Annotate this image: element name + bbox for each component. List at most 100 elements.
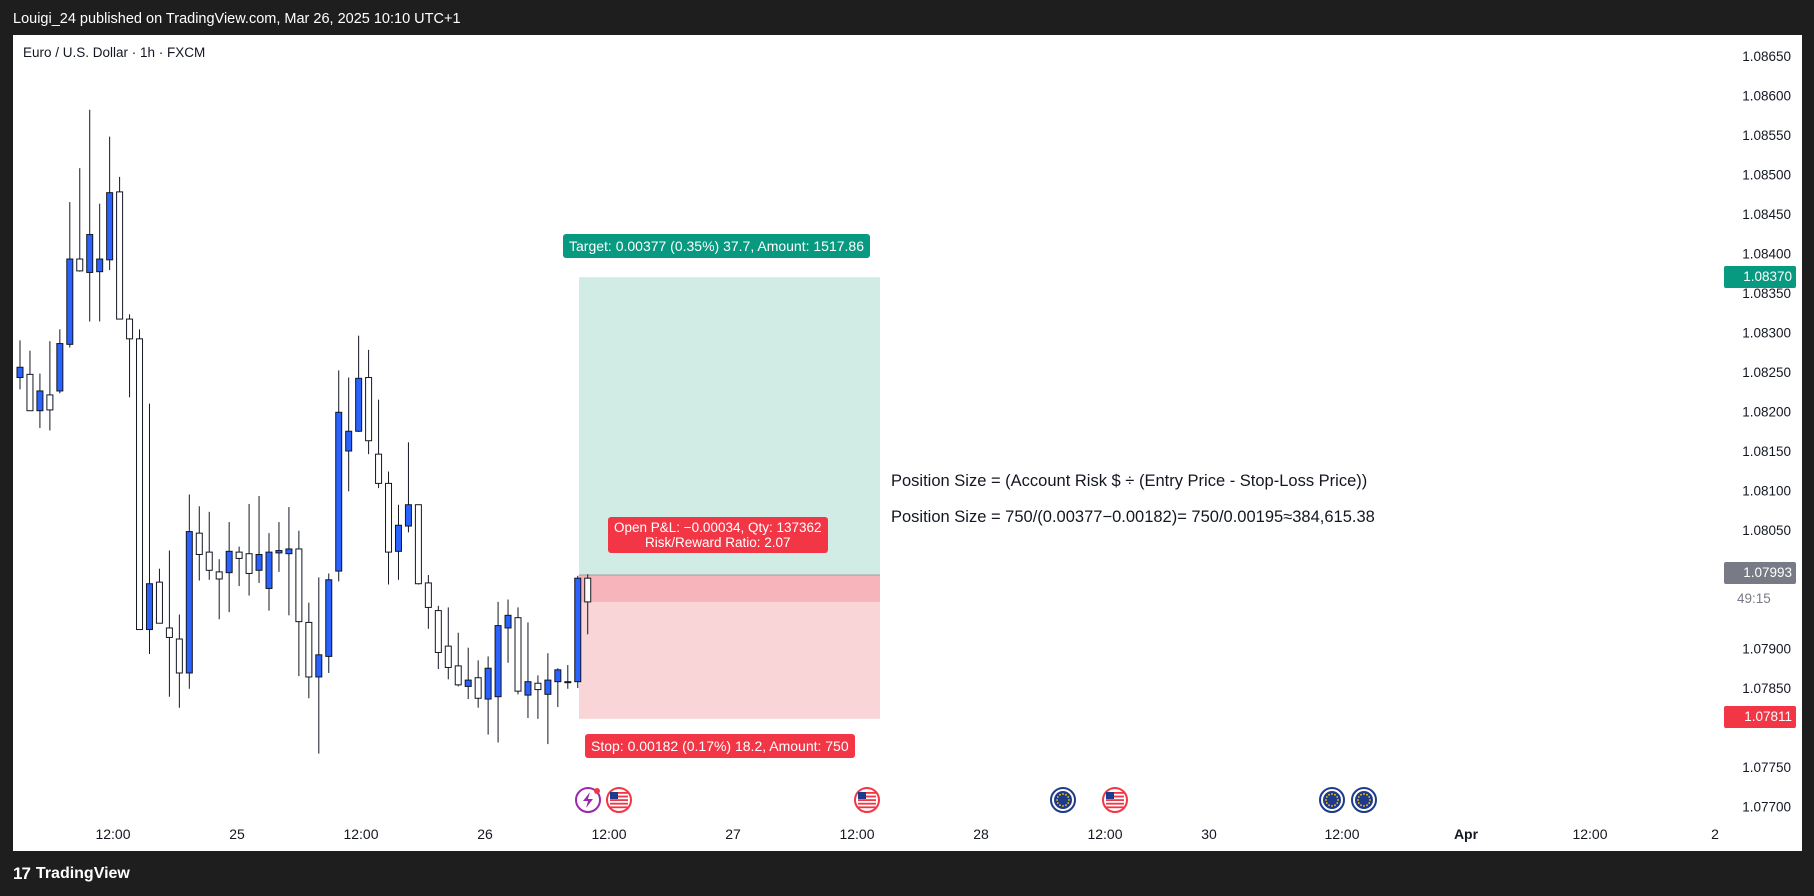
candle: [385, 471, 393, 585]
us-flag-icon: [1102, 787, 1128, 813]
flag-star: [1360, 804, 1362, 807]
flag-star: [1062, 793, 1064, 795]
time-tick: 30: [1201, 826, 1217, 842]
candle-body: [106, 192, 114, 261]
time-tick: 12:00: [343, 826, 378, 842]
flag-stripe: [858, 792, 876, 794]
candle: [484, 656, 492, 735]
candle: [136, 329, 144, 631]
price-tick: 1.07750: [1742, 760, 1791, 775]
candle: [474, 660, 482, 708]
price-tick: 1.07700: [1742, 800, 1791, 815]
candle: [554, 668, 562, 707]
eu-flag-icon: [1319, 787, 1345, 813]
candle: [305, 602, 313, 699]
candle-body: [205, 551, 213, 571]
candle-body: [126, 318, 134, 340]
pnl-line-2: Risk/Reward Ratio: 2.07: [644, 535, 791, 550]
price-tick: 1.08350: [1742, 286, 1791, 301]
candle: [335, 370, 343, 582]
flag-stripe: [610, 799, 628, 801]
flag-star: [1366, 804, 1368, 807]
time-tick: 12:00: [591, 826, 626, 842]
flag-star: [1325, 796, 1328, 798]
price-tick: 1.07900: [1742, 642, 1791, 657]
candle-body: [325, 579, 333, 657]
candle: [225, 522, 233, 613]
chart-pane[interactable]: [13, 35, 1802, 851]
candle-body: [215, 571, 223, 580]
flag-stripe: [1106, 806, 1124, 809]
flag-star: [1363, 793, 1365, 795]
time-tick: Apr: [1454, 826, 1479, 842]
candle: [444, 607, 452, 680]
time-tick: 12:00: [1087, 826, 1122, 842]
candle: [434, 605, 442, 670]
candle: [365, 349, 373, 455]
flag-stripe: [610, 792, 628, 794]
flag-star: [1328, 793, 1330, 796]
candle-body: [255, 553, 263, 571]
candle-body: [444, 645, 452, 668]
candle: [574, 575, 582, 688]
candle: [116, 176, 124, 320]
target-price-badge: 1.08370: [1724, 266, 1796, 288]
flag-star: [1059, 804, 1061, 807]
flag-star: [1366, 793, 1368, 796]
flag-star: [1336, 802, 1339, 804]
flag-star: [1065, 804, 1067, 807]
stop-label[interactable]: Stop: 0.00182 (0.17%) 18.2, Amount: 750: [585, 734, 855, 758]
flag-stripe: [1106, 795, 1124, 798]
us-flag-icon: [854, 787, 880, 813]
flag-star: [1357, 799, 1359, 801]
candle-body: [195, 532, 203, 555]
candle: [285, 507, 293, 616]
flag-star: [1056, 802, 1059, 804]
candle: [126, 314, 134, 398]
candle-body: [564, 681, 572, 684]
candle-body: [574, 577, 582, 683]
candle-body: [265, 551, 273, 589]
candle-body: [275, 550, 283, 554]
candle: [534, 675, 542, 719]
flag-star: [1334, 793, 1336, 796]
flag-star: [1056, 799, 1058, 801]
candle-body: [345, 430, 353, 452]
price-tick: 1.08400: [1742, 247, 1791, 262]
eu-flag-icon: [1351, 787, 1377, 813]
flag-star: [1331, 805, 1333, 807]
candle: [26, 350, 34, 412]
flag-stripe: [858, 802, 876, 805]
pnl-label[interactable]: Open P&L: −0.00034, Qty: 137362 Risk/Rew…: [608, 517, 828, 553]
lightning-shape: [583, 792, 593, 808]
brand-name: TradingView: [35, 865, 130, 882]
time-tick: 2: [1711, 826, 1719, 842]
price-tick: 1.08300: [1742, 326, 1791, 341]
candle-body: [584, 577, 592, 603]
candle-body: [76, 258, 84, 272]
flag-star: [1331, 793, 1333, 795]
candle-body: [524, 681, 532, 696]
candle-body: [315, 654, 323, 678]
flag-field: [1323, 791, 1341, 809]
candle: [165, 550, 173, 697]
candle: [46, 341, 54, 431]
tradingview-logo[interactable]: 17 TradingView: [13, 864, 130, 884]
candle: [315, 577, 323, 754]
candle: [106, 136, 114, 271]
candle: [454, 632, 462, 687]
candle-body: [424, 582, 432, 608]
candle: [56, 329, 64, 394]
notification-dot: [594, 788, 600, 794]
candle-body: [116, 191, 124, 320]
flag-star: [1368, 802, 1371, 804]
time-tick: 12:00: [95, 826, 130, 842]
candle: [185, 494, 193, 689]
target-label[interactable]: Target: 0.00377 (0.35%) 37.7, Amount: 15…: [563, 234, 870, 258]
flag-stripe: [858, 795, 876, 798]
time-tick: 12:00: [839, 826, 874, 842]
candle-body: [295, 548, 303, 623]
stop-price-badge: 1.07811: [1724, 706, 1796, 728]
price-tick: 1.08200: [1742, 405, 1791, 420]
